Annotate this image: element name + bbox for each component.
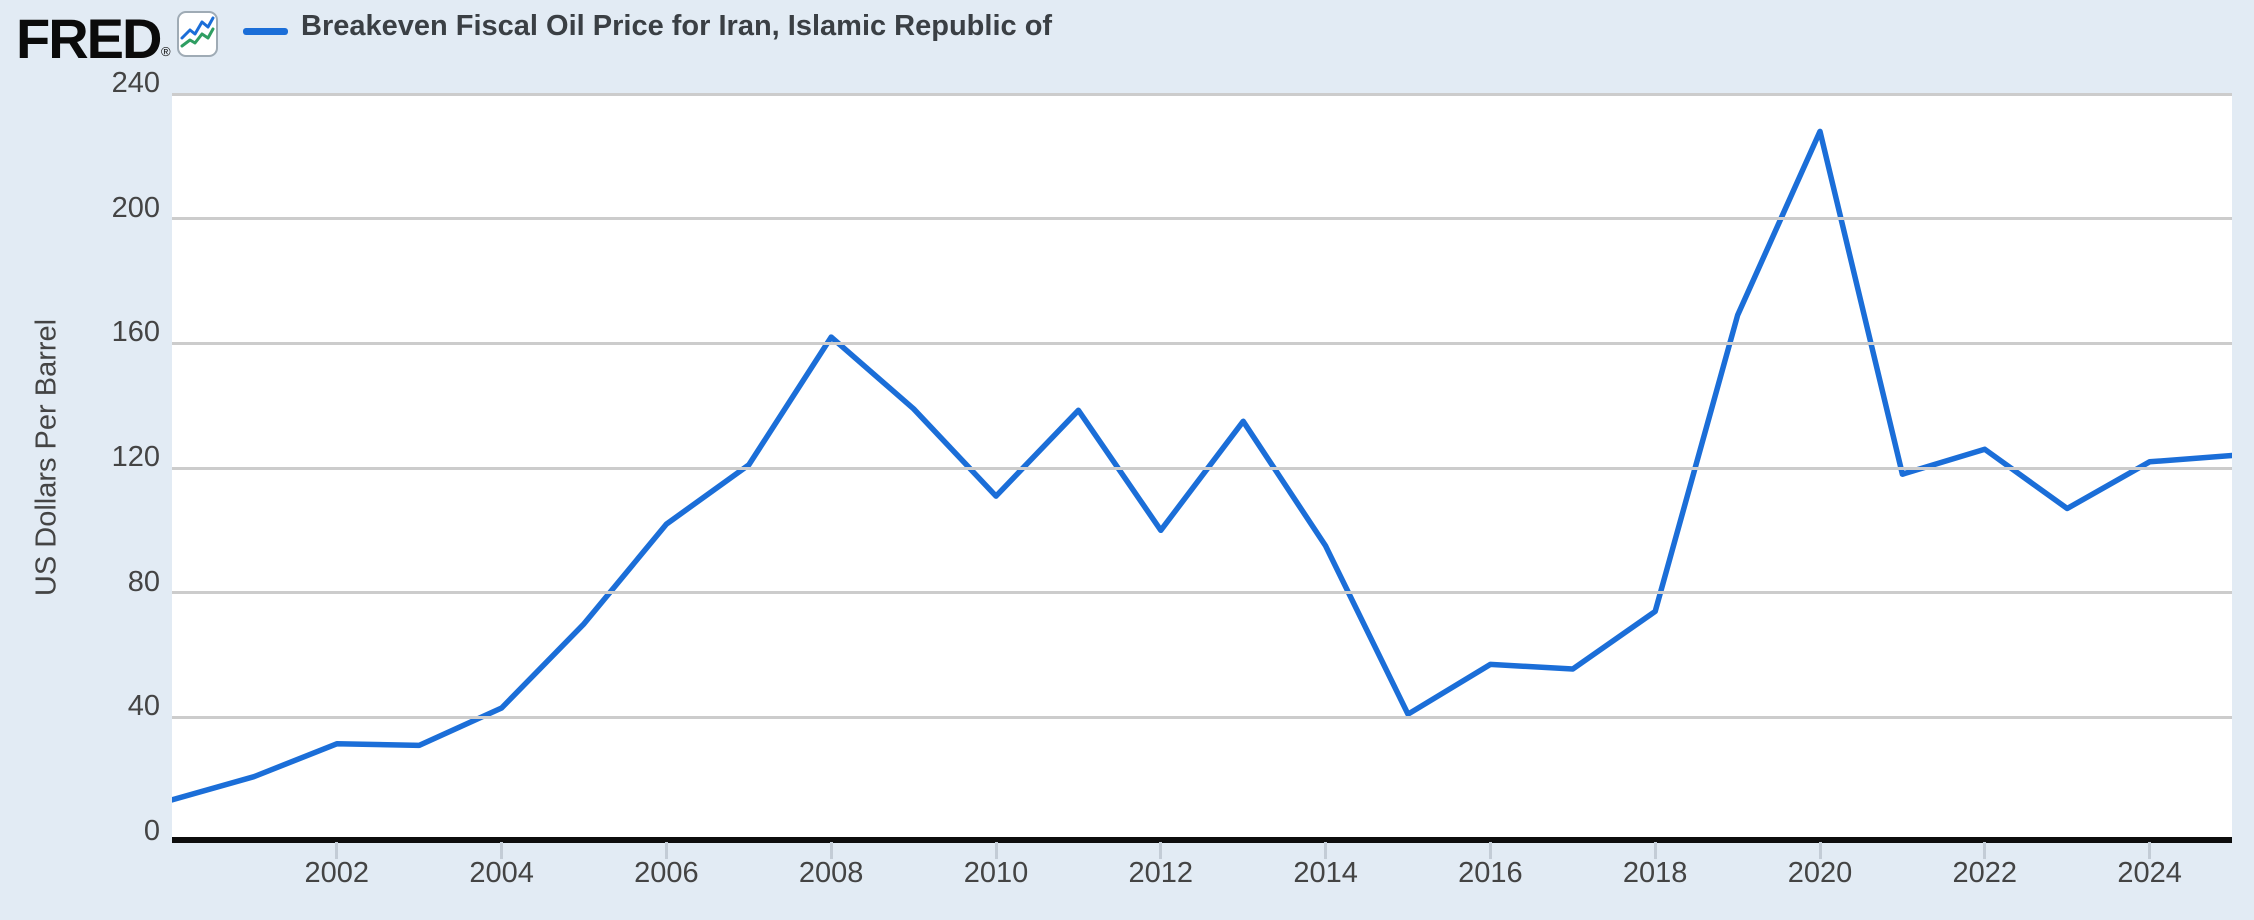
plot-area[interactable] (172, 92, 2232, 842)
x-tick-mark-2018 (1653, 842, 1657, 859)
x-tick-label-2006: 2006 (634, 857, 699, 889)
x-tick-label-2012: 2012 (1128, 857, 1194, 889)
fred-logo[interactable]: FRED (16, 7, 162, 70)
x-tick-mark-2024 (2148, 842, 2152, 859)
series-svg (172, 128, 2232, 803)
x-tick-label-2010: 2010 (963, 857, 1029, 889)
x-tick-mark-2010 (994, 842, 998, 859)
legend-swatch (243, 28, 288, 35)
x-tick-label-2024: 2024 (2117, 857, 2182, 889)
gridline-80 (172, 591, 2232, 595)
y-tick-label-200: 200 (111, 191, 160, 224)
x-tick-mark-2020 (1818, 842, 1822, 859)
y-axis-title: US Dollars Per Barrel (30, 318, 63, 597)
x-tick-label-2022: 2022 (1952, 857, 2018, 889)
x-tick-mark-2002 (335, 842, 339, 859)
x-tick-label-2020: 2020 (1787, 857, 1853, 889)
x-tick-label-2004: 2004 (469, 857, 534, 889)
y-tick-label-120: 120 (111, 441, 160, 473)
gridline-40 (172, 715, 2232, 719)
line-chart-icon (177, 11, 218, 57)
x-axis-line (172, 837, 2232, 843)
series-line-iran-breakeven-oil-price[interactable] (172, 128, 2232, 803)
x-tick-mark-2006 (664, 842, 668, 859)
y-tick-label-0: 0 (143, 815, 160, 847)
registered-trademark: ® (161, 44, 171, 59)
x-tick-label-2008: 2008 (798, 857, 864, 889)
x-tick-mark-2004 (500, 842, 504, 859)
x-tick-mark-2014 (1324, 842, 1328, 859)
x-tick-label-2016: 2016 (1458, 857, 1523, 889)
y-tick-label-80: 80 (127, 565, 160, 598)
gridline-160 (172, 341, 2232, 345)
x-tick-label-2002: 2002 (304, 857, 370, 889)
y-tick-label-40: 40 (127, 690, 160, 723)
y-tick-label-160: 160 (111, 316, 160, 349)
legend-series-label[interactable]: Breakeven Fiscal Oil Price for Iran, Isl… (301, 10, 1053, 42)
x-tick-mark-2016 (1488, 842, 1492, 859)
gridline-200 (172, 217, 2232, 221)
x-tick-label-2014: 2014 (1293, 857, 1358, 889)
x-tick-mark-2008 (829, 842, 833, 859)
gridline-240 (172, 92, 2232, 96)
x-tick-mark-2022 (1983, 842, 1987, 859)
gridline-120 (172, 466, 2232, 470)
x-tick-mark-2012 (1159, 842, 1163, 859)
x-tick-label-2018: 2018 (1622, 857, 1688, 889)
y-tick-label-240: 240 (111, 67, 160, 99)
line-chart-icon-graphic (180, 16, 215, 48)
